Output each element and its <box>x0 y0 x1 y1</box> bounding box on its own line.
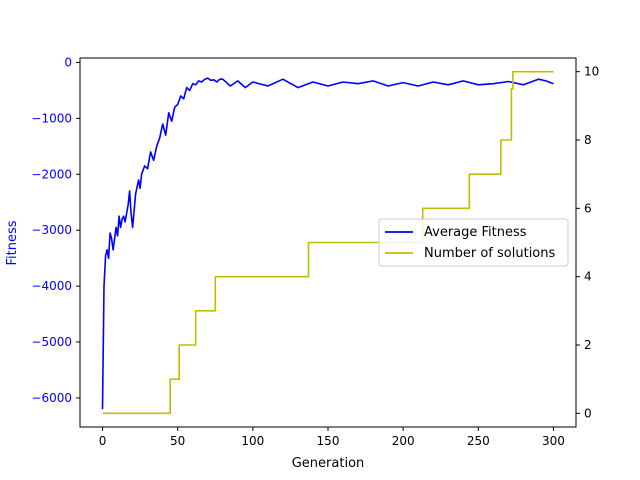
y-tick-label: −6000 <box>31 391 72 405</box>
y2-tick-label: 4 <box>584 270 592 284</box>
series-line-1 <box>102 70 554 415</box>
x-tick-label: 50 <box>170 434 185 448</box>
y2-tick-label: 10 <box>584 65 599 79</box>
x-tick-label: 100 <box>241 434 264 448</box>
x-tick-label: 0 <box>99 434 107 448</box>
y-tick-label: 0 <box>64 55 72 69</box>
plot-area <box>101 70 554 415</box>
y-tick-label: −2000 <box>31 167 72 181</box>
y-tick-label: −3000 <box>31 223 72 237</box>
legend-label: Average Fitness <box>424 225 527 240</box>
axes: 0 50 100 150 200 250 3000−1000−2000−3000−4000−… <box>31 55 599 448</box>
y-tick-label: −1000 <box>31 111 72 125</box>
legend-label: Number of solutions <box>424 246 555 261</box>
legend-box <box>378 218 569 267</box>
y2-tick-label: 8 <box>584 133 592 147</box>
y-axis-label: Fitness <box>5 220 20 265</box>
x-tick-label: 250 <box>467 434 490 448</box>
y2-tick-label: 0 <box>584 406 592 420</box>
x-tick-label: 150 <box>317 434 340 448</box>
y-tick-label: −5000 <box>31 335 72 349</box>
y2-tick-label: 2 <box>584 338 592 352</box>
x-tick-label: 200 <box>392 434 415 448</box>
x-tick-label: 300 <box>542 434 565 448</box>
y2-tick-label: 6 <box>584 201 592 215</box>
x-axis-label: Generation <box>292 456 365 471</box>
legend: Average Fitness Number of solutions <box>378 218 569 267</box>
series-line-0 <box>101 77 554 410</box>
y-tick-label: −4000 <box>31 279 72 293</box>
